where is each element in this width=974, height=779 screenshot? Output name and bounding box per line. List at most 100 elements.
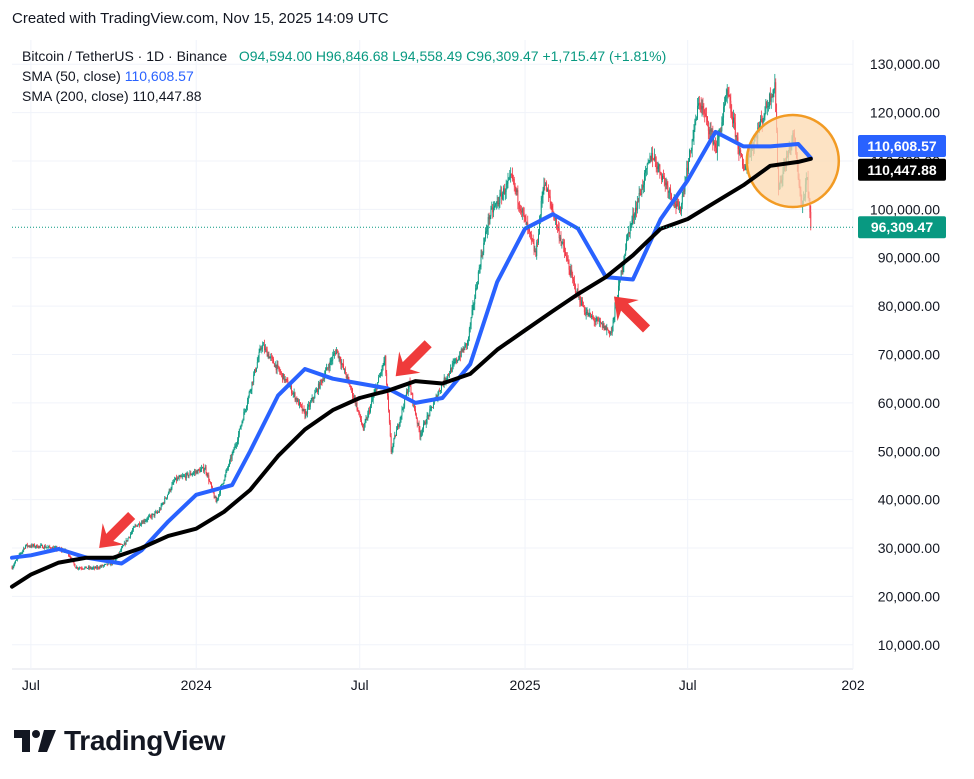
candle [630, 222, 632, 231]
candle [370, 396, 372, 409]
candle [46, 547, 48, 550]
candle [550, 201, 552, 211]
candle [397, 423, 398, 431]
candle [601, 321, 603, 331]
candle [774, 73, 776, 94]
candle [546, 180, 548, 192]
tradingview-brand[interactable]: TradingView [14, 724, 225, 758]
candle [180, 474, 182, 479]
candle [101, 564, 103, 568]
legend-low: L94,558.49 [392, 48, 463, 64]
candle [432, 406, 433, 408]
candle [519, 200, 521, 213]
candle [403, 403, 405, 413]
candle [723, 102, 725, 126]
candle [568, 259, 570, 275]
candle [166, 494, 168, 500]
y-tick-label: 120,000.00 [870, 105, 940, 121]
candle [487, 213, 489, 235]
candle [592, 315, 594, 321]
candle [15, 560, 17, 564]
candle [731, 104, 733, 120]
candle [295, 397, 297, 403]
legend-symbol[interactable]: Bitcoin / TetherUS · 1D · Binance [22, 48, 228, 64]
candle [370, 404, 371, 414]
candle [564, 239, 566, 258]
candle [367, 410, 369, 421]
candle [244, 408, 246, 415]
candle [319, 379, 321, 390]
candle [762, 117, 764, 124]
y-tick-label: 50,000.00 [878, 443, 940, 459]
legend-sma50-row[interactable]: SMA (50, close) 110,608.57 [22, 66, 666, 86]
candle [476, 281, 478, 290]
candle [184, 473, 185, 478]
candle [611, 325, 613, 336]
candle [169, 488, 171, 493]
candle [456, 357, 458, 365]
candle [411, 392, 413, 396]
candle [133, 526, 135, 528]
candle [631, 215, 633, 228]
candle [538, 215, 540, 235]
candle [149, 513, 150, 518]
candle [643, 180, 645, 194]
candle [417, 422, 419, 426]
candle [273, 362, 275, 368]
candle [705, 107, 707, 118]
arrow-1 [99, 511, 136, 549]
candle [504, 188, 506, 201]
candle [726, 84, 728, 104]
candle [668, 190, 670, 199]
candle [522, 206, 524, 217]
candle [659, 164, 661, 179]
candle [243, 408, 245, 421]
candle [515, 186, 517, 196]
legend-sma200-row[interactable]: SMA (200, close) 110,447.88 [22, 86, 666, 106]
candle [520, 204, 522, 215]
candle [665, 177, 667, 190]
candle [540, 195, 542, 222]
price-label: 110,447.88 [858, 158, 946, 181]
candle [543, 177, 545, 195]
candle [471, 304, 473, 319]
candle [193, 468, 195, 477]
candle [494, 202, 496, 208]
candle [104, 563, 105, 567]
candle [314, 389, 316, 399]
candle [240, 424, 242, 430]
candle [392, 442, 394, 453]
candle [43, 544, 45, 550]
candle [352, 387, 353, 400]
candle [689, 148, 690, 163]
candle [247, 395, 249, 405]
candle [11, 565, 13, 570]
candle [625, 243, 627, 256]
candle [740, 147, 742, 159]
candle [135, 524, 137, 527]
candle [425, 418, 427, 428]
price-label: 96,309.47 [858, 216, 946, 239]
candle [474, 294, 476, 311]
candle [139, 521, 141, 528]
candle [680, 206, 681, 215]
candle [393, 437, 395, 448]
candle [440, 390, 442, 394]
candle [21, 551, 23, 554]
candle [146, 517, 148, 523]
candle [248, 390, 250, 399]
candle [716, 133, 718, 161]
legend-sma200-label: SMA (200, close) [22, 88, 129, 104]
candle [423, 420, 424, 433]
candle [368, 407, 370, 418]
candle [488, 212, 490, 226]
candle [29, 545, 31, 548]
candle [260, 346, 262, 351]
candle [691, 138, 693, 158]
candle [511, 173, 513, 179]
candle [406, 388, 408, 395]
candle [739, 145, 741, 156]
candle [123, 540, 125, 546]
candle [729, 94, 731, 109]
